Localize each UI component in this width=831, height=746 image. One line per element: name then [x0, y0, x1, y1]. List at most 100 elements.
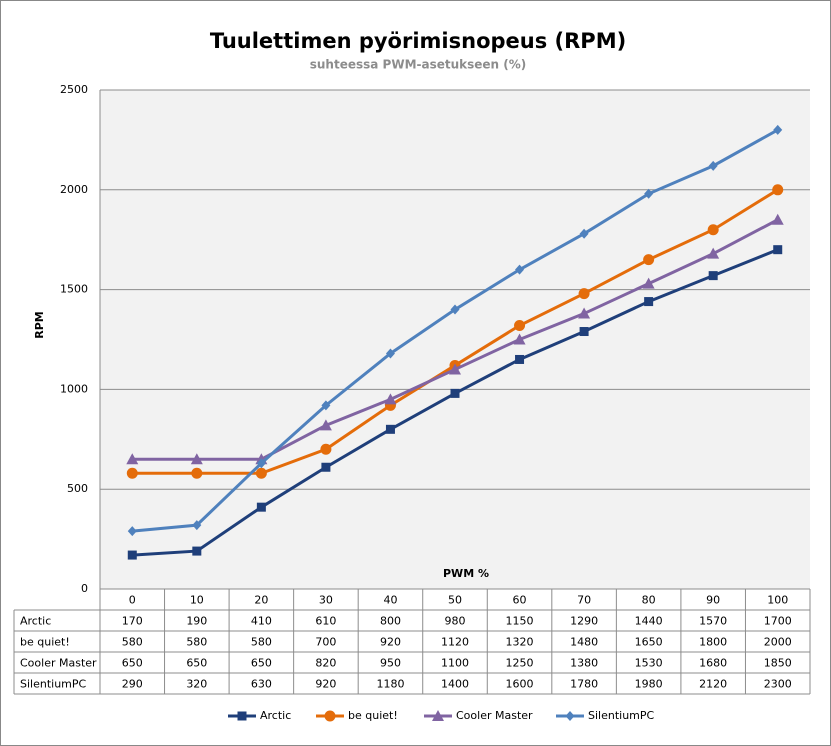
chart-subtitle: suhteessa PWM-asetukseen (%): [310, 58, 527, 72]
marker: [321, 462, 331, 472]
x-tick-label: 40: [383, 594, 397, 607]
x-tick-label: 80: [642, 594, 656, 607]
x-tick-label: 30: [319, 594, 333, 607]
legend-label: be quiet!: [348, 709, 398, 722]
table-cell: 1850: [764, 657, 792, 670]
marker: [707, 247, 720, 259]
table-cell: 1250: [506, 657, 534, 670]
table-cell: 1800: [699, 636, 727, 649]
table-cell: 1600: [506, 678, 534, 691]
x-tick-label: 50: [448, 594, 462, 607]
table-row-label: Cooler Master: [20, 657, 97, 670]
table-cell: 610: [315, 615, 336, 628]
y-tick-label: 500: [67, 482, 88, 495]
table-cell: 920: [380, 636, 401, 649]
marker: [324, 710, 336, 722]
marker: [578, 288, 590, 300]
table-cell: 1980: [635, 678, 663, 691]
marker: [514, 320, 526, 332]
table-cell: 800: [380, 615, 401, 628]
legend-label: SilentiumPC: [588, 709, 655, 722]
table-row-label: be quiet!: [20, 636, 70, 649]
x-tick-label: 10: [190, 594, 204, 607]
marker: [579, 228, 589, 239]
marker: [126, 467, 138, 479]
x-tick-label: 90: [706, 594, 720, 607]
marker: [565, 711, 575, 721]
table-cell: 580: [251, 636, 272, 649]
legend-label: Arctic: [260, 709, 291, 722]
chart-title: Tuulettimen pyörimisnopeus (RPM): [210, 29, 626, 53]
table-cell: 1680: [699, 657, 727, 670]
legend-label: Cooler Master: [456, 709, 533, 722]
marker: [773, 245, 783, 255]
marker: [707, 224, 719, 236]
marker: [643, 254, 655, 266]
table-cell: 1100: [441, 657, 469, 670]
table-cell: 1290: [570, 615, 598, 628]
table-cell: 290: [122, 678, 143, 691]
marker: [432, 710, 444, 721]
marker: [256, 502, 266, 512]
table-cell: 650: [186, 657, 207, 670]
table-row-label: SilentiumPC: [20, 678, 87, 691]
table-cell: 920: [315, 678, 336, 691]
table-cell: 1780: [570, 678, 598, 691]
marker: [321, 400, 331, 411]
marker: [708, 160, 718, 171]
marker: [319, 419, 332, 431]
table-cell: 190: [186, 615, 207, 628]
marker: [450, 388, 460, 398]
table-cell: 950: [380, 657, 401, 670]
marker: [449, 363, 461, 375]
table-cell: 2300: [764, 678, 792, 691]
y-tick-label: 0: [81, 582, 88, 595]
x-tick-label: 60: [513, 594, 527, 607]
table-cell: 630: [251, 678, 272, 691]
marker: [237, 711, 247, 721]
x-tick-label: 0: [129, 594, 136, 607]
table-cell: 2000: [764, 636, 792, 649]
table-cell: 170: [122, 615, 143, 628]
y-tick-label: 2000: [60, 183, 88, 196]
marker: [642, 277, 655, 289]
marker: [515, 354, 525, 364]
marker: [708, 271, 718, 281]
marker: [255, 467, 267, 479]
table-cell: 650: [122, 657, 143, 670]
table-cell: 320: [186, 678, 207, 691]
table-cell: 1180: [376, 678, 404, 691]
x-tick-label: 70: [577, 594, 591, 607]
marker: [192, 546, 202, 556]
table-cell: 580: [122, 636, 143, 649]
table-cell: 2120: [699, 678, 727, 691]
x-tick-label: 100: [767, 594, 788, 607]
marker: [384, 393, 397, 405]
x-axis-title: PWM %: [443, 567, 489, 580]
marker: [256, 458, 266, 469]
marker: [772, 184, 784, 196]
table-cell: 1700: [764, 615, 792, 628]
table-cell: 1120: [441, 636, 469, 649]
table-cell: 1380: [570, 657, 598, 670]
y-tick-label: 2500: [60, 83, 88, 96]
table-cell: 1480: [570, 636, 598, 649]
table-cell: 980: [445, 615, 466, 628]
table-cell: 700: [315, 636, 336, 649]
marker: [644, 188, 654, 199]
marker: [773, 124, 783, 135]
marker: [385, 424, 395, 434]
table-row-label: Arctic: [20, 615, 51, 628]
marker: [126, 453, 139, 465]
marker: [515, 264, 525, 275]
y-axis-title: RPM: [33, 311, 46, 338]
x-tick-label: 20: [254, 594, 268, 607]
table-cell: 1150: [506, 615, 534, 628]
table-cell: 820: [315, 657, 336, 670]
table-cell: 410: [251, 615, 272, 628]
table-cell: 650: [251, 657, 272, 670]
marker: [578, 307, 591, 319]
marker: [190, 453, 203, 465]
marker: [320, 443, 332, 455]
